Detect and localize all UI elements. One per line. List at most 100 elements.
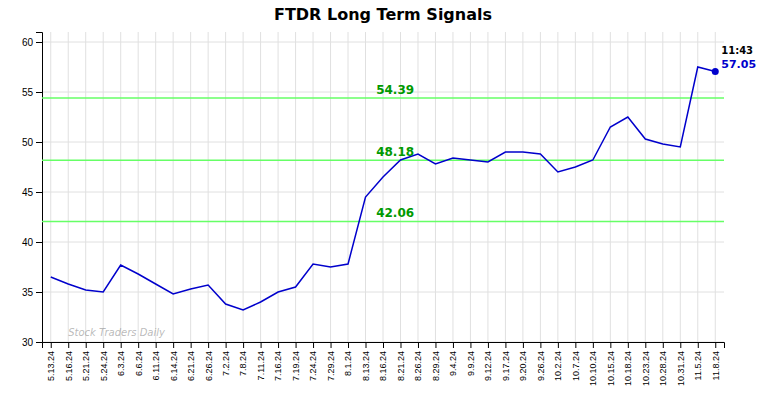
x-tick: 9.17.24 — [501, 342, 511, 381]
x-tick-mark — [366, 342, 367, 348]
x-axis-line — [43, 343, 725, 349]
x-tick-mark — [51, 342, 52, 348]
x-tick: 11.5.24 — [693, 342, 703, 380]
x-tick-label: 7.16.24 — [273, 351, 283, 381]
x-tick-mark — [278, 342, 279, 348]
grid-line-x — [452, 32, 453, 342]
x-tick-label: 7.19.24 — [291, 351, 301, 381]
grid-line-x — [138, 32, 139, 342]
x-tick-label: 9.4.24 — [448, 351, 458, 376]
x-tick: 10.18.24 — [623, 342, 633, 386]
x-tick-mark — [523, 342, 524, 348]
x-tick-label: 8.1.24 — [343, 351, 353, 376]
x-tick-label: 7.2.24 — [221, 351, 231, 376]
x-tick: 7.2.24 — [221, 342, 231, 376]
y-axis: 30 35 40 45 50 55 60 — [22, 33, 43, 348]
grid-line-x — [575, 32, 576, 342]
x-tick-label: 5.13.24 — [46, 351, 56, 381]
plot: 303540455055605.13.245.16.245.21.245.24.… — [22, 32, 756, 386]
x-tick-label: 10.31.24 — [676, 351, 686, 386]
y-tick-mark — [36, 142, 42, 143]
x-tick-mark — [400, 342, 401, 348]
x-tick: 7.8.24 — [238, 342, 248, 376]
grid-line-x — [348, 32, 349, 342]
x-tick-label: 7.29.24 — [326, 351, 336, 381]
x-tick-label: 5.24.24 — [99, 351, 109, 381]
x-tick-mark — [103, 342, 104, 348]
grid — [42, 32, 724, 342]
x-tick: 6.21.24 — [186, 342, 196, 381]
hline-label: 54.39 — [376, 83, 414, 97]
y-tick-label: 45 — [22, 187, 34, 198]
x-tick-label: 8.26.24 — [413, 351, 423, 381]
x-tick-mark — [243, 342, 244, 348]
x-tick: 8.1.24 — [343, 342, 353, 376]
x-tick-mark — [86, 342, 87, 348]
grid-line-x — [85, 32, 86, 342]
x-tick-label: 6.14.24 — [169, 351, 179, 381]
x-tick-mark — [296, 342, 297, 348]
x-tick-mark — [663, 342, 664, 348]
grid-line-x — [487, 32, 488, 342]
x-tick-label: 9.12.24 — [483, 351, 493, 381]
x-tick-label: 6.3.24 — [116, 351, 126, 376]
grid-line-x — [645, 32, 646, 342]
x-tick-mark — [610, 342, 611, 348]
x-tick: 9.9.24 — [466, 342, 476, 376]
hline — [42, 97, 724, 99]
x-tick-mark — [505, 342, 506, 348]
x-tick: 6.14.24 — [169, 342, 179, 381]
x-tick: 8.29.24 — [431, 342, 441, 381]
x-tick-mark — [645, 342, 646, 348]
grid-line-x — [680, 32, 681, 342]
x-tick-label: 8.13.24 — [361, 351, 371, 381]
x-tick-mark — [348, 342, 349, 348]
grid-line-x — [278, 32, 279, 342]
price-label: 57.05 — [721, 58, 756, 71]
y-tick-label: 40 — [22, 237, 34, 248]
grid-line-x — [383, 32, 384, 342]
x-tick: 5.24.24 — [99, 342, 109, 381]
line — [51, 67, 716, 310]
annotations: 42.0648.1854.3911:4357.05Stock Traders D… — [68, 45, 756, 339]
hline-label: 42.06 — [376, 206, 414, 220]
grid-line-x — [417, 32, 418, 342]
y-tick-mark — [36, 42, 42, 43]
grid-line-x — [592, 32, 593, 342]
x-tick-label: 8.16.24 — [378, 351, 388, 381]
x-tick-label: 5.21.24 — [81, 351, 91, 381]
x-tick-label: 10.10.24 — [588, 351, 598, 386]
y-axis-line — [36, 33, 43, 343]
y-tick-label: 30 — [22, 337, 34, 348]
grid-line-x — [173, 32, 174, 342]
grid-line-x — [435, 32, 436, 342]
x-tick: 7.19.24 — [291, 342, 301, 381]
y-tick: 30 — [22, 337, 42, 348]
x-tick-mark — [208, 342, 209, 348]
x-tick-label: 9.20.24 — [518, 351, 528, 381]
y-tick-label: 50 — [22, 137, 34, 148]
x-tick-mark — [558, 342, 559, 348]
y-tick-label: 55 — [22, 87, 34, 98]
title: FTDR Long Term Signals — [274, 5, 492, 24]
x-tick-mark — [156, 342, 157, 348]
x-tick: 9.20.24 — [518, 342, 528, 381]
last-point — [712, 68, 719, 75]
x-tick-mark — [191, 342, 192, 348]
grid-line-x — [470, 32, 471, 342]
hline — [42, 159, 724, 161]
y-tick-label: 35 — [22, 287, 34, 298]
x-tick-mark — [540, 342, 541, 348]
grid-line-x — [103, 32, 104, 342]
y-tick: 40 — [22, 237, 42, 248]
x-tick-label: 9.26.24 — [536, 351, 546, 381]
y-tick: 50 — [22, 137, 42, 148]
y-tick-mark — [36, 192, 42, 193]
x-tick: 10.15.24 — [606, 342, 616, 386]
y-tick: 60 — [22, 37, 42, 48]
x-tick-label: 11.8.24 — [711, 351, 721, 380]
x-tick-label: 10.2.24 — [553, 351, 563, 381]
x-tick-label: 9.17.24 — [501, 351, 511, 381]
x-tick-label: 6.6.24 — [134, 351, 144, 376]
x-tick: 11.8.24 — [711, 342, 721, 380]
